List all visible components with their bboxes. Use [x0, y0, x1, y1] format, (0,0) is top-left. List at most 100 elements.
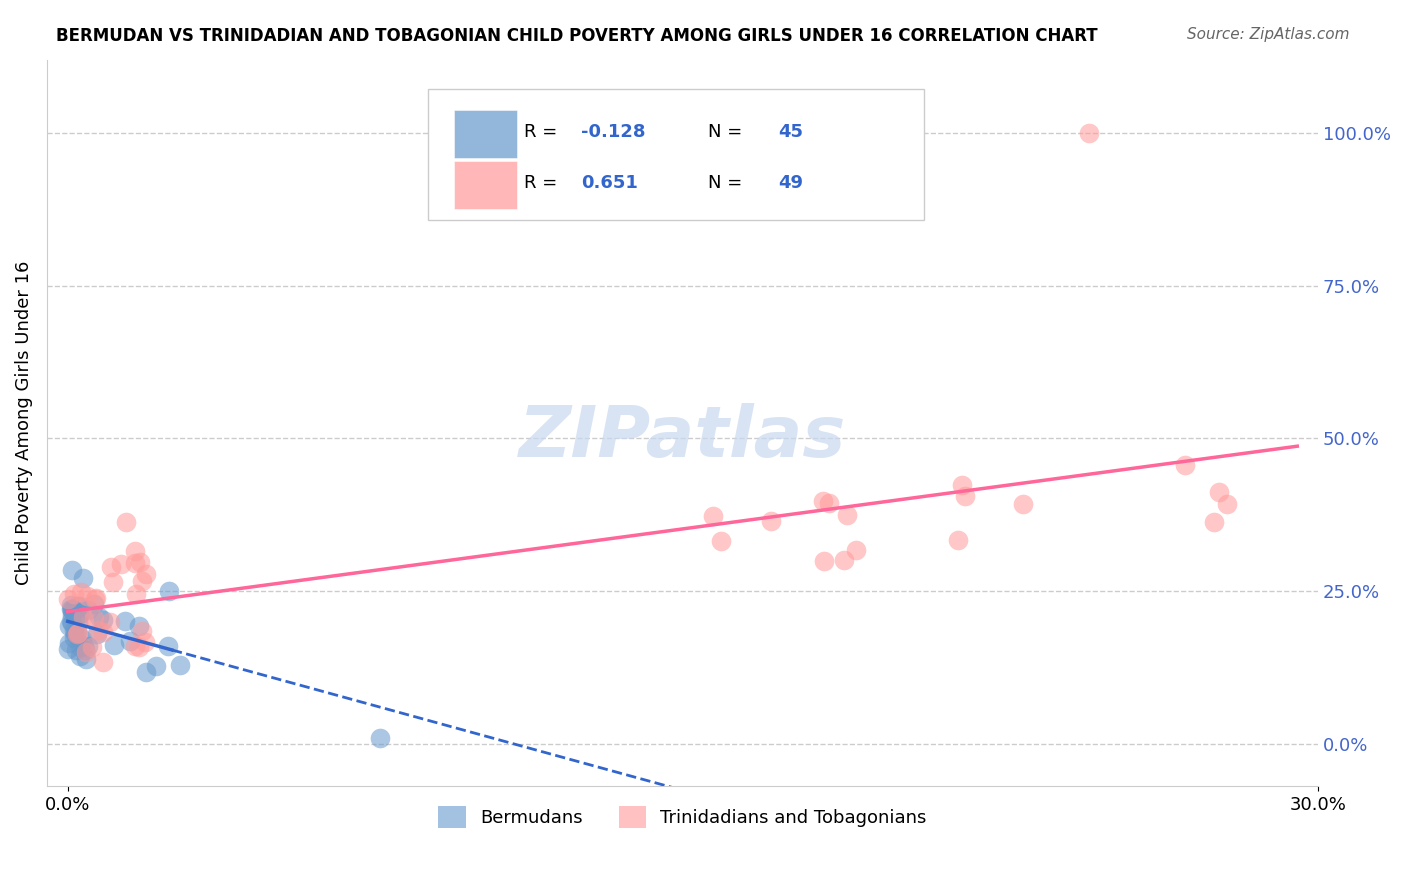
Point: [950, 478, 973, 492]
Point: [124, 544, 146, 558]
FancyBboxPatch shape: [429, 88, 924, 219]
Point: [118, 634, 141, 648]
Point: [66, 627, 89, 641]
Point: [946, 533, 969, 548]
Point: [70, 584, 93, 599]
Point: [845, 543, 868, 558]
Point: [811, 493, 834, 508]
Point: [702, 509, 724, 524]
Point: [59, 602, 82, 616]
Point: [103, 638, 125, 652]
Point: [86, 626, 108, 640]
Text: N =: N =: [709, 174, 748, 192]
Point: [101, 575, 124, 590]
Point: [58, 591, 80, 606]
Text: -0.128: -0.128: [581, 123, 645, 141]
Point: [131, 574, 153, 588]
Point: [69, 640, 91, 654]
Point: [818, 496, 841, 510]
Point: [63, 586, 86, 600]
Point: [83, 611, 105, 625]
Point: [87, 609, 110, 624]
Point: [100, 559, 122, 574]
Point: [75, 643, 97, 657]
Text: N =: N =: [709, 123, 748, 141]
Point: [65, 643, 87, 657]
Point: [72, 610, 94, 624]
Point: [60, 607, 83, 622]
Point: [59, 599, 82, 613]
Text: ZIPatlas: ZIPatlas: [519, 403, 846, 472]
Point: [813, 553, 835, 567]
Point: [56, 642, 79, 657]
Point: [66, 624, 89, 638]
Point: [124, 639, 146, 653]
Point: [60, 602, 83, 616]
Point: [124, 556, 146, 570]
Point: [58, 636, 80, 650]
Point: [134, 635, 156, 649]
Point: [1077, 126, 1099, 140]
Point: [69, 607, 91, 621]
Point: [955, 489, 977, 503]
Text: 45: 45: [778, 123, 803, 141]
Point: [87, 623, 110, 637]
Point: [169, 658, 191, 673]
Point: [135, 567, 157, 582]
Point: [73, 639, 96, 653]
Point: [67, 615, 90, 629]
Point: [76, 603, 98, 617]
Point: [1204, 516, 1226, 530]
Point: [83, 598, 105, 612]
Point: [91, 624, 114, 639]
Point: [114, 615, 136, 629]
Point: [69, 648, 91, 663]
Point: [832, 553, 855, 567]
Point: [157, 583, 180, 598]
Point: [80, 640, 103, 654]
Point: [91, 613, 114, 627]
Point: [66, 626, 89, 640]
Point: [131, 624, 153, 638]
Point: [129, 555, 152, 569]
Point: [83, 592, 105, 607]
Point: [60, 616, 83, 631]
Point: [63, 603, 86, 617]
Point: [69, 599, 91, 614]
Point: [65, 627, 87, 641]
Point: [110, 557, 132, 571]
Point: [75, 651, 97, 665]
Point: [63, 623, 86, 637]
Point: [91, 655, 114, 669]
Point: [128, 640, 150, 654]
Point: [125, 587, 148, 601]
Point: [67, 607, 90, 621]
Point: [837, 508, 859, 522]
Point: [1216, 497, 1239, 511]
Point: [72, 571, 94, 585]
Point: [145, 658, 167, 673]
Point: [58, 619, 80, 633]
Point: [710, 533, 733, 548]
Point: [72, 632, 94, 646]
Point: [76, 589, 98, 603]
Point: [77, 640, 100, 654]
Text: 0.651: 0.651: [581, 174, 638, 192]
Point: [75, 645, 97, 659]
Point: [1208, 484, 1230, 499]
Point: [60, 563, 83, 577]
Legend: Bermudans, Trinidadians and Tobagonians: Bermudans, Trinidadians and Tobagonians: [432, 799, 934, 836]
FancyBboxPatch shape: [454, 111, 517, 158]
Point: [84, 591, 107, 605]
Point: [370, 731, 392, 745]
FancyBboxPatch shape: [454, 161, 517, 209]
Y-axis label: Child Poverty Among Girls Under 16: Child Poverty Among Girls Under 16: [15, 260, 32, 585]
Text: R =: R =: [523, 174, 562, 192]
Point: [66, 599, 89, 613]
Point: [115, 515, 138, 529]
Text: Source: ZipAtlas.com: Source: ZipAtlas.com: [1187, 27, 1350, 42]
Point: [1012, 497, 1035, 511]
Point: [60, 603, 83, 617]
Text: R =: R =: [523, 123, 562, 141]
Point: [156, 639, 179, 653]
